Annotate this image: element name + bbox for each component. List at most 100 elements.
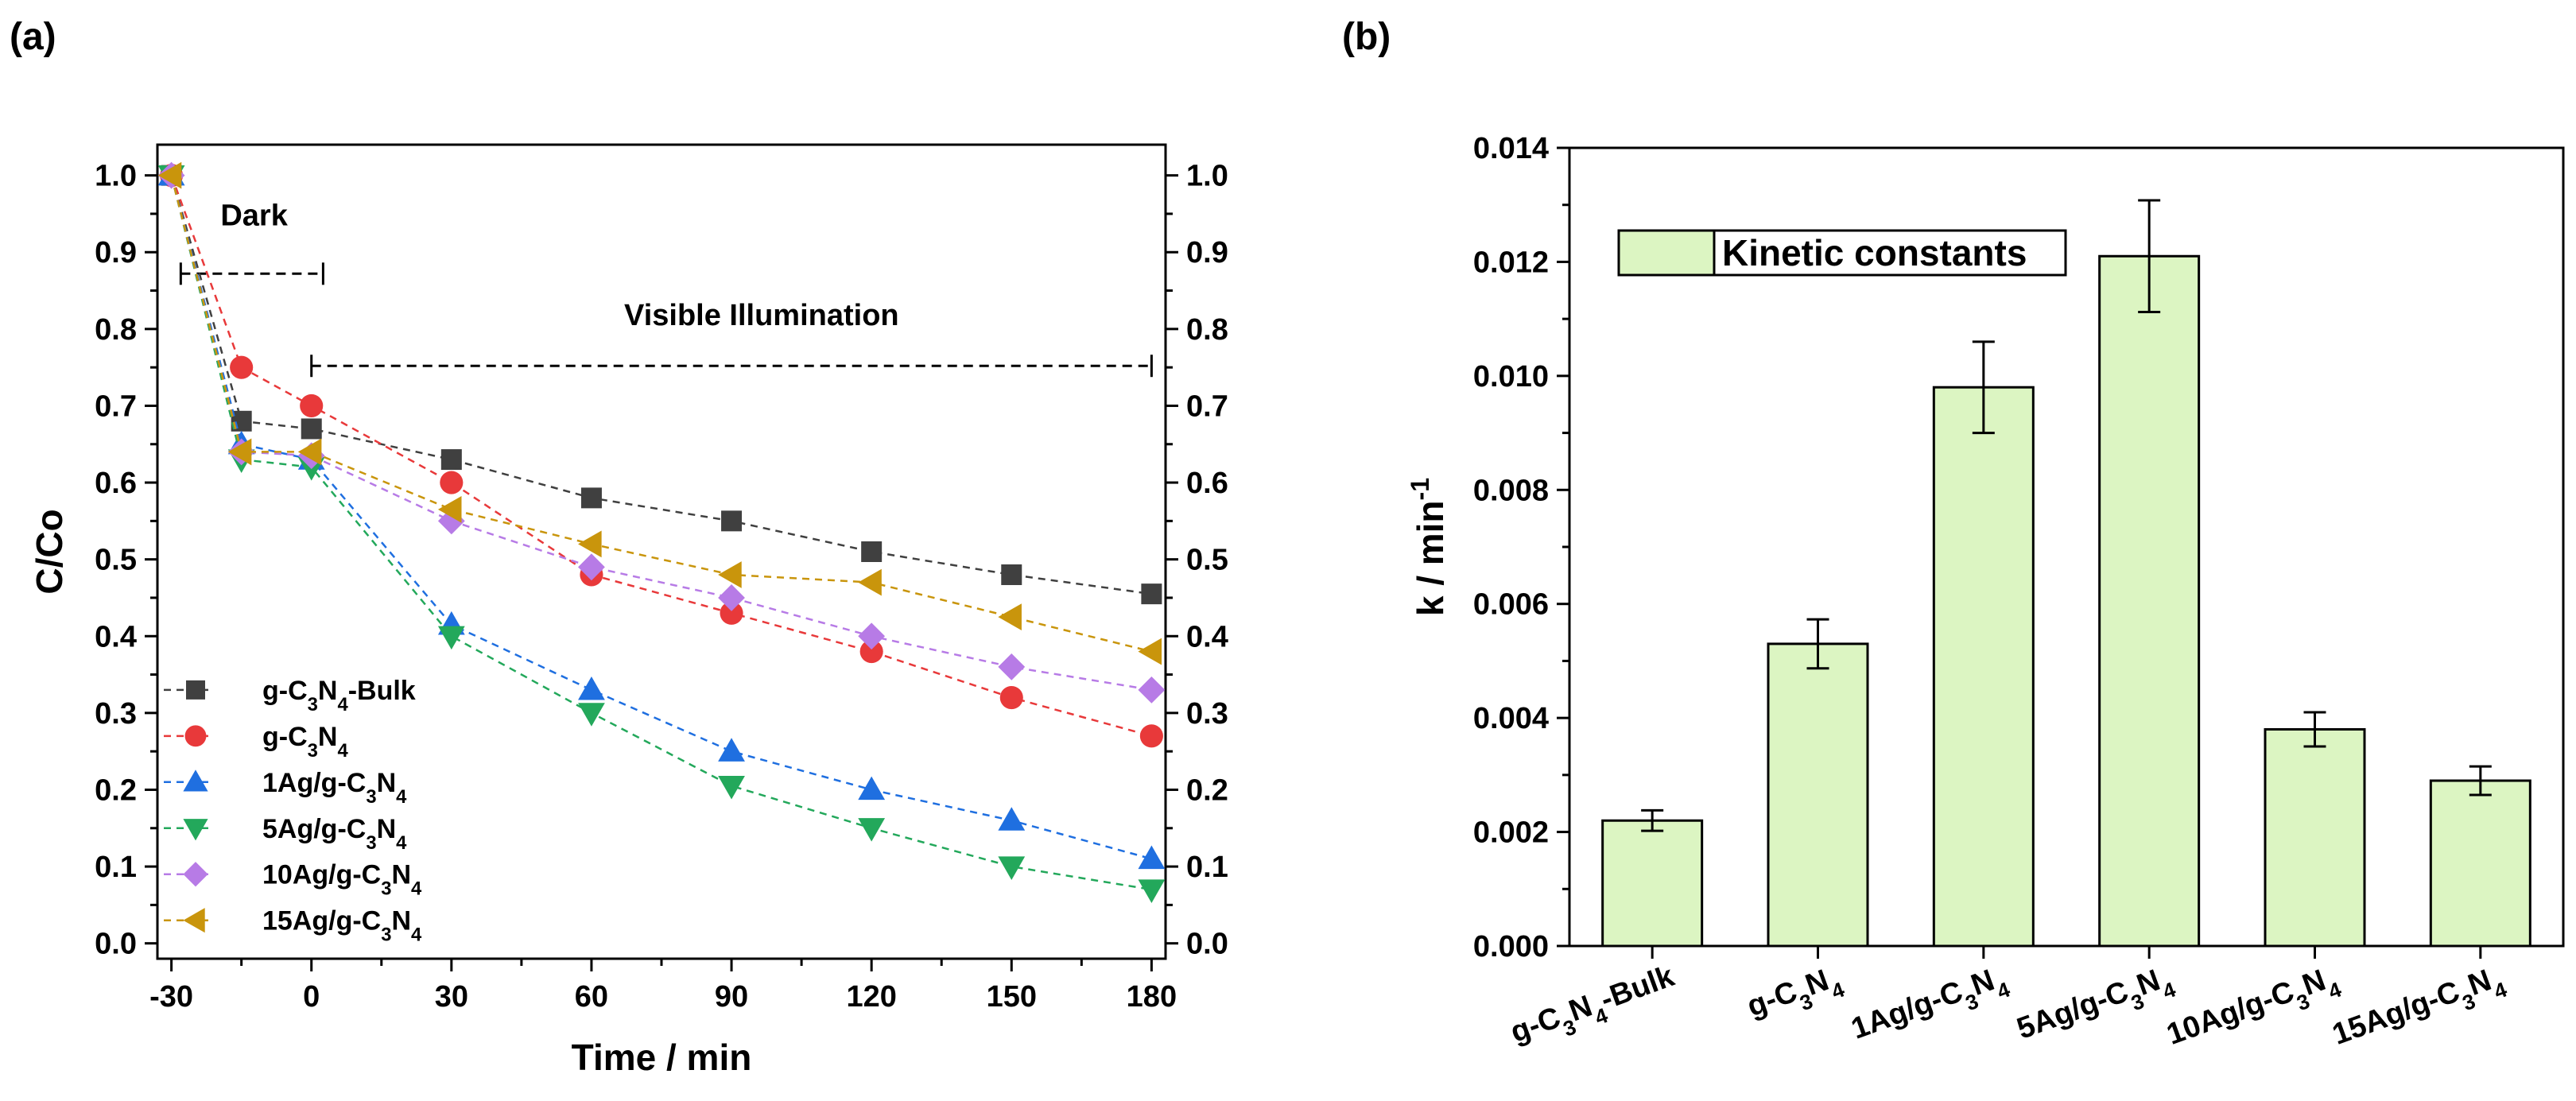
x-tick-label: 180	[1127, 980, 1177, 1014]
y-tick-label-right: 0.6	[1186, 467, 1228, 500]
data-point	[718, 738, 745, 762]
data-point	[718, 775, 745, 800]
bar-legend-swatch	[1617, 229, 1716, 277]
data-point	[998, 603, 1022, 631]
data-point	[1001, 564, 1022, 585]
data-point	[998, 653, 1026, 680]
bar	[2098, 254, 2201, 948]
data-point	[858, 776, 886, 801]
x-tick-label: 0	[303, 980, 320, 1014]
panel-a-label: (a)	[10, 16, 56, 58]
y-tick-label-left: 0.7	[95, 390, 137, 423]
y-tick-label-left: 0.0	[95, 928, 137, 961]
data-point	[301, 418, 322, 440]
y-tick-label-right: 0.8	[1186, 313, 1228, 347]
y-tick-label-left: 0.8	[95, 313, 137, 347]
data-point	[1138, 879, 1166, 903]
y-tick-label: 0.004	[1473, 702, 1549, 735]
x-tick-label: 150	[987, 980, 1037, 1014]
data-point	[578, 530, 602, 558]
legend-label: 5Ag/g-C3N4	[262, 814, 407, 854]
data-point	[440, 471, 464, 494]
visible-illumination-annotation: Visible Illumination	[624, 299, 899, 332]
data-point	[1141, 583, 1162, 605]
data-point	[157, 161, 182, 189]
y-tick-label: 0.012	[1473, 246, 1549, 279]
data-point	[580, 487, 602, 509]
y-tick-label-right: 0.1	[1186, 851, 1228, 884]
bar	[2264, 727, 2366, 948]
y-tick-label: 0.002	[1473, 816, 1549, 850]
legend-label: 1Ag/g-C3N4	[262, 768, 407, 808]
bar-legend-label: Kinetic constants	[1722, 232, 2027, 273]
y-tick-label-left: 0.5	[95, 544, 137, 577]
data-point	[297, 438, 322, 466]
data-point	[1138, 676, 1166, 704]
chart-a: 0.0 0.0 0.1 0.1 0.2 0.2 0.3 0.3 0.4 0.4 0.5 0.5 0.6 0…	[95, 143, 1228, 1014]
panel-b-label: (b)	[1342, 16, 1391, 58]
legend-label: 10Ag/g-C3N4	[262, 860, 422, 900]
chart-b: 0.000 0.002 0.004 0.006 0.008 0.010 0.012 0.014…	[1406, 132, 2565, 1060]
data-point	[578, 703, 605, 727]
data-point	[1138, 638, 1162, 665]
x-tick-label: 30	[435, 980, 468, 1014]
data-point	[1139, 724, 1163, 748]
data-point	[718, 561, 742, 588]
x-tick-label: 5Ag/g-C3N4	[2012, 959, 2178, 1055]
data-point	[1138, 845, 1166, 870]
y-tick-label-right: 0.7	[1186, 390, 1228, 423]
data-point	[721, 510, 743, 532]
y-tick-label-left: 0.6	[95, 467, 137, 500]
y-tick-label: 0.000	[1473, 930, 1549, 963]
data-point	[858, 622, 886, 650]
legend-marker	[183, 770, 208, 792]
data-point	[998, 856, 1026, 880]
y-tick-label-left: 1.0	[95, 160, 137, 193]
bar	[1601, 819, 1704, 948]
y-axis-title-b: k / min-1	[1406, 478, 1451, 616]
y-tick-label: 0.006	[1473, 588, 1549, 622]
x-axis-title-a: Time / min	[572, 1037, 752, 1078]
y-tick-label-right: 0.0	[1186, 928, 1228, 961]
dark-annotation: Dark	[220, 199, 288, 232]
data-point	[578, 676, 605, 700]
data-point	[437, 626, 465, 650]
x-tick-label: -30	[149, 980, 193, 1014]
series-line	[170, 175, 1152, 860]
y-tick-label: 0.014	[1473, 132, 1549, 165]
bar	[2429, 779, 2531, 948]
y-tick-label-left: 0.9	[95, 236, 137, 269]
data-point	[578, 553, 605, 581]
y-tick-label-right: 0.2	[1186, 773, 1228, 807]
x-tick-label: 90	[715, 980, 748, 1014]
data-point	[999, 685, 1023, 710]
legend-marker	[183, 819, 208, 841]
data-point	[227, 438, 252, 466]
bar	[1932, 386, 2035, 948]
data-point	[440, 449, 462, 471]
y-tick-label-right: 0.5	[1186, 544, 1228, 577]
series-line	[170, 175, 1152, 692]
y-tick-label-right: 1.0	[1186, 160, 1228, 193]
series-line	[170, 175, 1152, 595]
x-tick-label: g-C3N4-Bulk	[1507, 959, 1683, 1059]
legend-label: g-C3N4-Bulk	[262, 676, 416, 715]
y-tick-label-right: 0.9	[1186, 236, 1228, 269]
data-point	[858, 568, 882, 596]
legend-label: 15Ag/g-C3N4	[262, 906, 422, 946]
legend-marker	[183, 862, 208, 887]
data-point	[718, 584, 745, 611]
data-point	[720, 601, 743, 625]
y-tick-label-left: 0.4	[95, 620, 137, 653]
legend-marker	[183, 908, 205, 933]
y-tick-label: 0.010	[1473, 360, 1549, 393]
y-tick-label-right: 0.3	[1186, 697, 1228, 731]
y-tick-label-right: 0.4	[1186, 620, 1228, 653]
x-tick-label: 10Ag/g-C3N4	[2163, 959, 2345, 1060]
data-point	[998, 807, 1026, 831]
x-tick-label: g-C3N4	[1743, 959, 1848, 1033]
data-point	[861, 541, 883, 562]
legend-marker	[186, 680, 205, 700]
y-tick-label-left: 0.3	[95, 697, 137, 731]
